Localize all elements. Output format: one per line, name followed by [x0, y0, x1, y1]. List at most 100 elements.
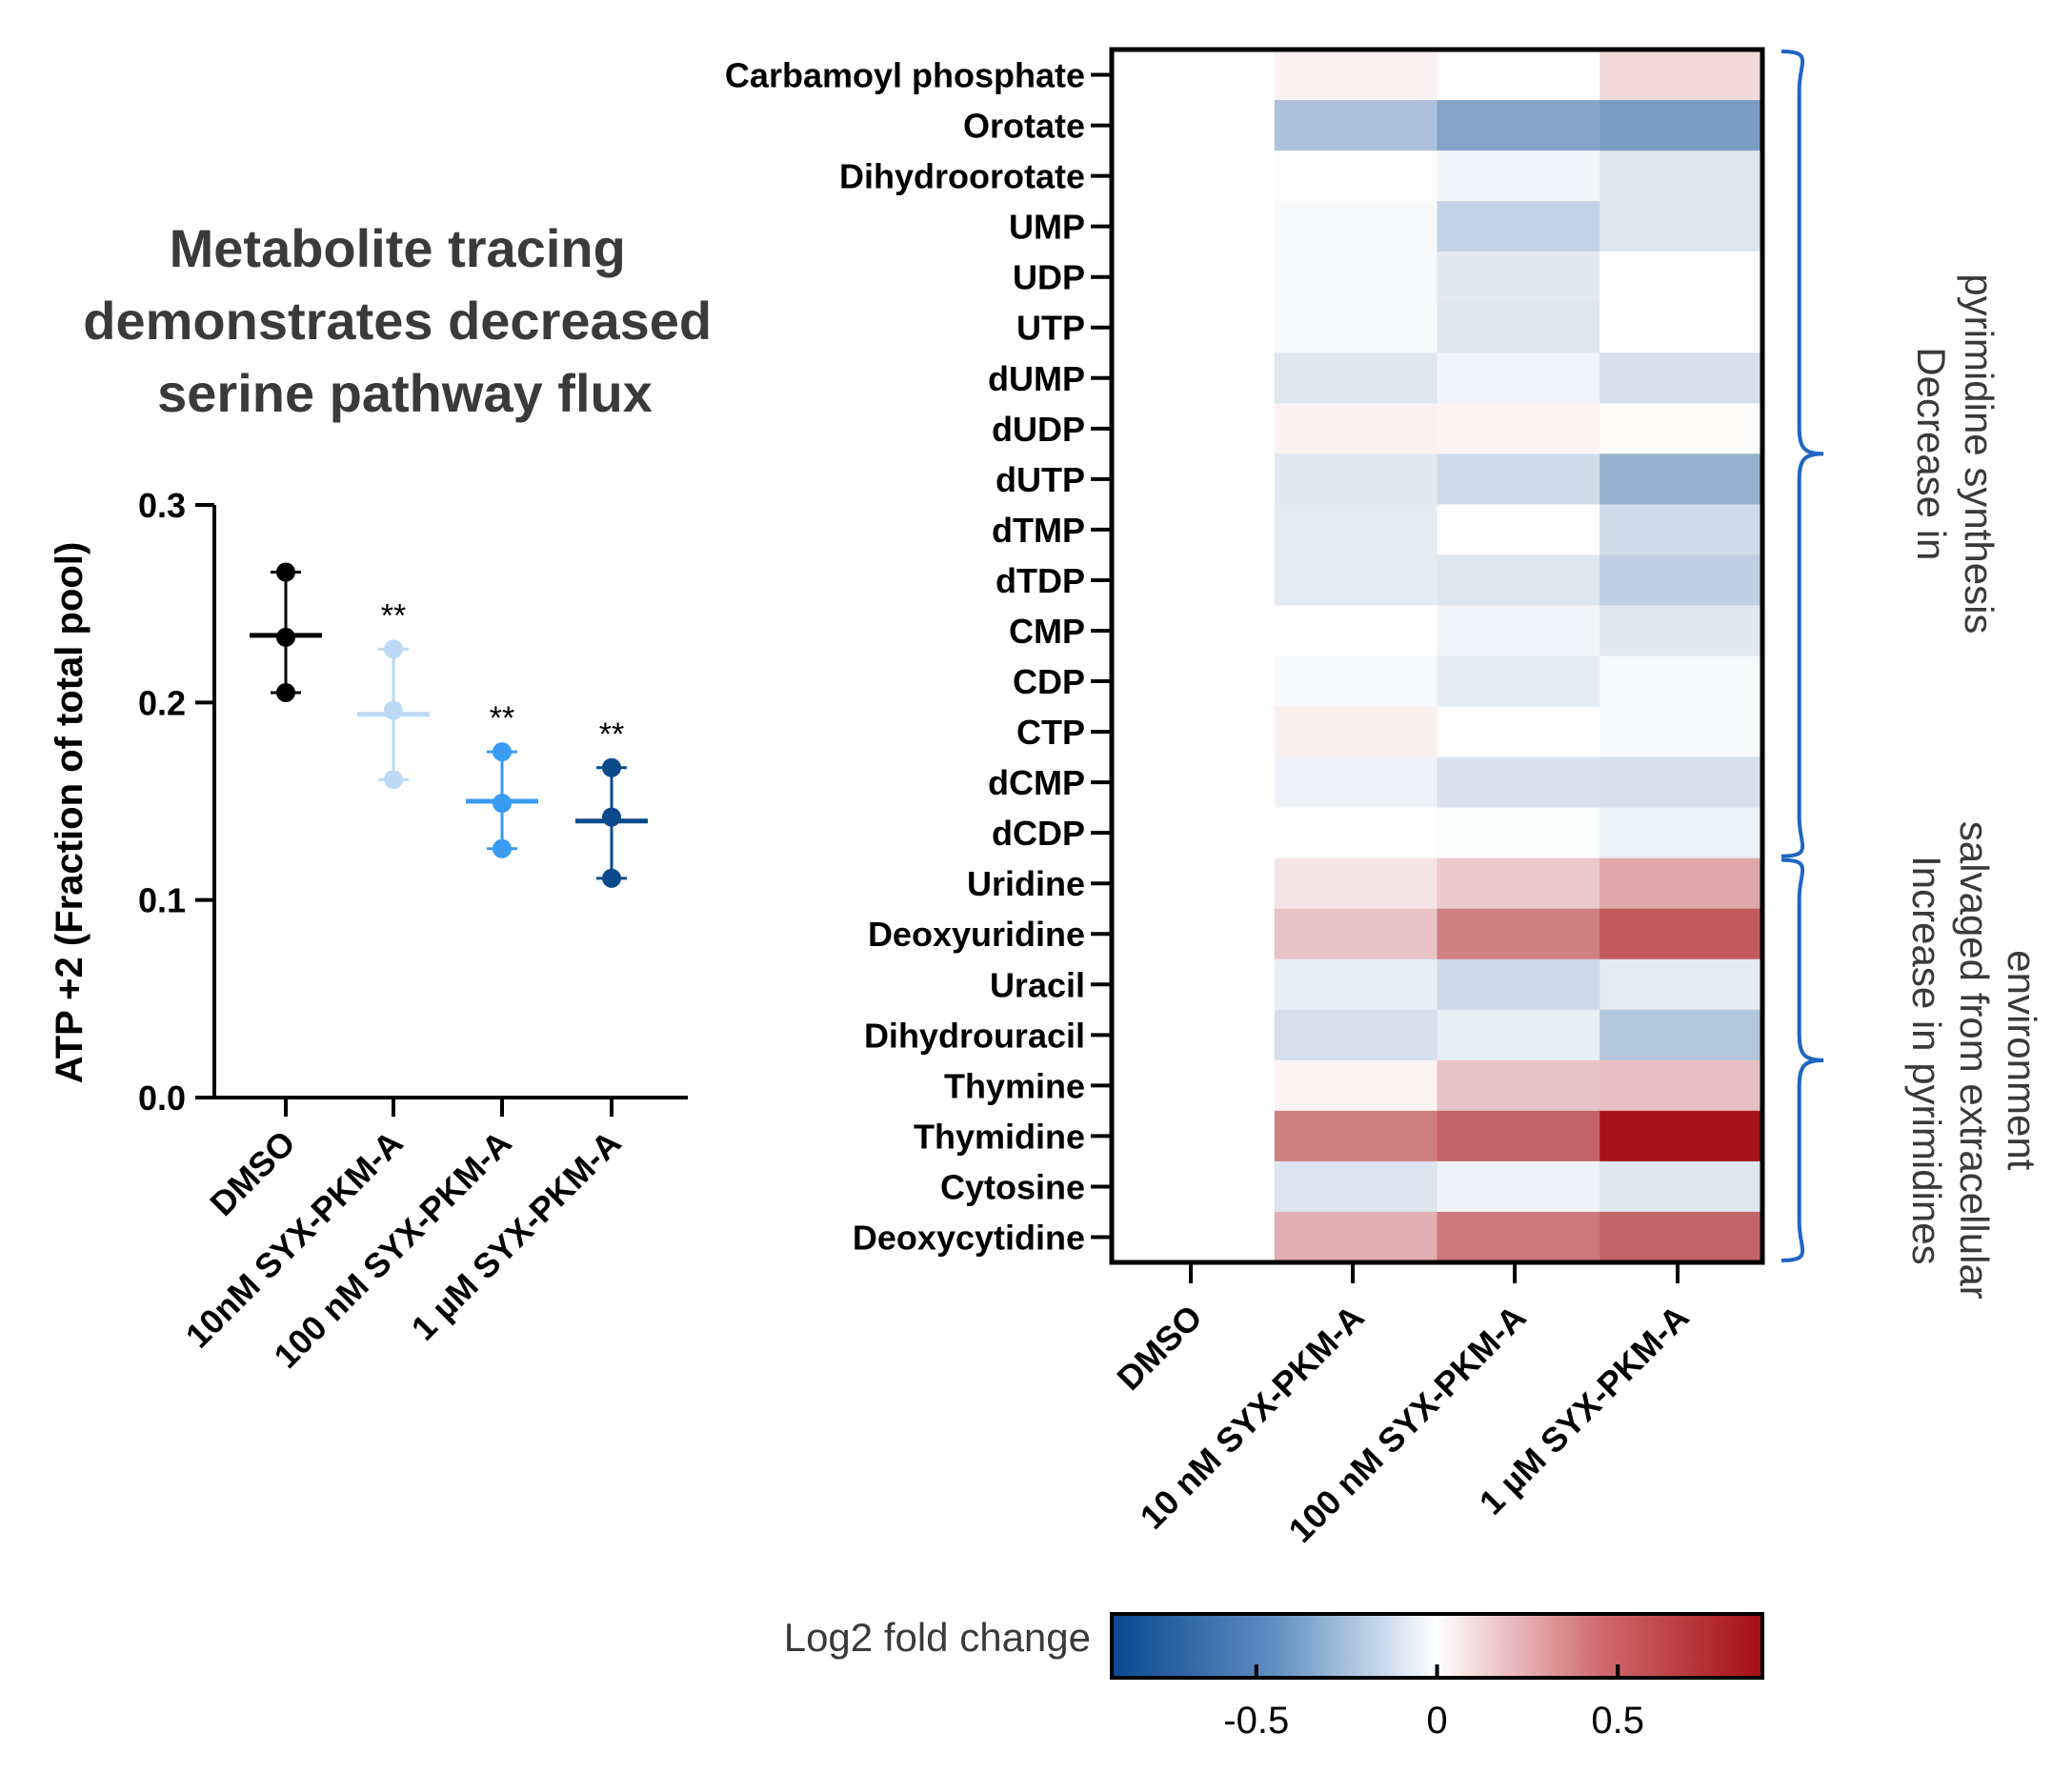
heatmap-cell: [1274, 403, 1438, 454]
heatmap-cell: [1437, 807, 1600, 859]
colorbar-tick-label: 0.5: [1591, 1700, 1644, 1742]
heatmap-cell: [1112, 1160, 1276, 1213]
heatmap-cell: [1274, 1160, 1438, 1213]
heatmap-cell: [1437, 504, 1600, 556]
scatter-group: [250, 562, 322, 702]
heatmap-cell: [1274, 1110, 1438, 1162]
heatmap-row-label: Uracil: [990, 965, 1085, 1004]
heatmap-cell: [1599, 151, 1763, 202]
heatmap-row-label: Orotate: [963, 107, 1085, 146]
heatmap-cell: [1437, 1211, 1600, 1263]
scatter-y-ticks: 0.0 0.1 0.2 0.3: [138, 486, 214, 1118]
heatmap-cell: [1437, 100, 1600, 151]
scatter-y-tick-label: 0.2: [138, 683, 186, 722]
heatmap-cell: [1599, 252, 1763, 303]
heatmap-cell: [1437, 252, 1600, 303]
significance-label: **: [490, 700, 514, 736]
data-point: [493, 742, 512, 762]
heatmap-cell: [1274, 1059, 1438, 1112]
heatmap-cell: [1112, 958, 1276, 1011]
heatmap-row-label: Dihydroorotate: [839, 157, 1085, 196]
heatmap-cell: [1599, 1009, 1763, 1061]
heatmap-cell: [1274, 807, 1438, 859]
heatmap-row-label: Uridine: [967, 864, 1085, 903]
heatmap-cell: [1274, 554, 1438, 607]
heatmap-cell: [1274, 151, 1438, 202]
heatmap-cell: [1599, 554, 1763, 607]
heatmap-cell: [1437, 958, 1600, 1011]
colorbar-ticks: -0.5 0 0.5: [1223, 1664, 1644, 1742]
heatmap-cell: [1112, 655, 1276, 708]
heatmap-cell: [1274, 302, 1438, 353]
heatmap-cell: [1599, 1211, 1763, 1263]
heatmap-row-label: CDP: [1013, 662, 1085, 701]
heatmap-cell: [1437, 302, 1600, 353]
heatmap-cell: [1274, 1211, 1438, 1263]
heatmap-column-label: DMSO: [1109, 1298, 1209, 1398]
heatmap-cell: [1599, 807, 1763, 859]
bracket-annotation-line: Decrease in: [1909, 347, 1954, 560]
heatmap-row-label: dCMP: [988, 763, 1085, 802]
data-point: [493, 794, 512, 814]
heatmap-cell: [1112, 756, 1276, 809]
heatmap-cell: [1112, 706, 1276, 758]
heatmap-row-label: CTP: [1016, 713, 1085, 752]
heatmap-cell: [1112, 100, 1276, 151]
heatmap-cell: [1437, 554, 1600, 607]
scatter-chart: Metabolite tracing demonstrates decrease…: [49, 218, 712, 1376]
heatmap-cell: [1274, 756, 1438, 809]
heatmap-cell: [1437, 151, 1600, 202]
heatmap-cell: [1599, 605, 1763, 657]
data-point: [384, 639, 403, 659]
bracket-annotation-line: Increase in pyrimidines: [1904, 856, 1949, 1265]
heatmap-cell: [1599, 1059, 1763, 1112]
heatmap-cell: [1112, 857, 1276, 910]
heatmap-row-label: dCDP: [992, 814, 1085, 853]
heatmap-cell: [1112, 554, 1276, 607]
scatter-groups: ** ** **: [250, 562, 648, 888]
heatmap-cell: [1274, 1009, 1438, 1061]
scatter-title-line-3: serine pathway flux: [157, 363, 653, 423]
heatmap-row-label: Deoxycytidine: [853, 1218, 1085, 1257]
heatmap-chart: Carbamoyl phosphate Orotate Dihydroorotate…: [725, 47, 2044, 1742]
heatmap-cell: [1599, 302, 1763, 353]
heatmap-row-label: Deoxyuridine: [868, 915, 1085, 954]
heatmap-cell: [1112, 454, 1276, 505]
heatmap-cell: [1599, 201, 1763, 252]
heatmap-row-label: dTMP: [992, 511, 1085, 550]
heatmap-cell: [1112, 1211, 1276, 1263]
colorbar-tick-label: -0.5: [1223, 1700, 1289, 1742]
heatmap-cell: [1599, 100, 1763, 151]
data-point: [276, 562, 295, 582]
data-point: [276, 682, 295, 702]
heatmap-cell: [1112, 1009, 1276, 1061]
bracket-annotation: Increase in pyrimidinessalvaged from ext…: [1904, 821, 2044, 1300]
heatmap-cell: [1274, 958, 1438, 1011]
heatmap-cell: [1437, 706, 1600, 758]
scatter-group: **: [466, 700, 538, 858]
heatmap-cell: [1437, 50, 1600, 101]
heatmap-cell: [1437, 1160, 1600, 1213]
heatmap-cell: [1112, 302, 1276, 353]
heatmap-cell: [1274, 252, 1438, 303]
colorbar: Log2 fold change -0.5 0 0.5: [784, 1612, 1764, 1742]
heatmap-cell: [1112, 252, 1276, 303]
data-point: [384, 770, 403, 790]
heatmap-cell: [1274, 454, 1438, 505]
data-point: [384, 700, 403, 720]
scatter-group: **: [575, 716, 648, 888]
heatmap-cell: [1112, 1059, 1276, 1112]
heatmap-brackets: Decrease inpyrimidine synthesis Increase …: [1780, 50, 2044, 1300]
heatmap-cell: [1599, 504, 1763, 556]
heatmap-cell: [1274, 201, 1438, 252]
scatter-y-tick-label: 0.3: [138, 486, 186, 525]
heatmap-cell: [1437, 756, 1600, 809]
heatmap-row-label: UMP: [1009, 208, 1085, 247]
heatmap-cell: [1599, 1110, 1763, 1162]
heatmap-row-label: Thymine: [944, 1066, 1085, 1105]
heatmap-cell: [1112, 908, 1276, 960]
scatter-x-tick-label: 1 µM SYX-PKM-A: [404, 1123, 629, 1348]
